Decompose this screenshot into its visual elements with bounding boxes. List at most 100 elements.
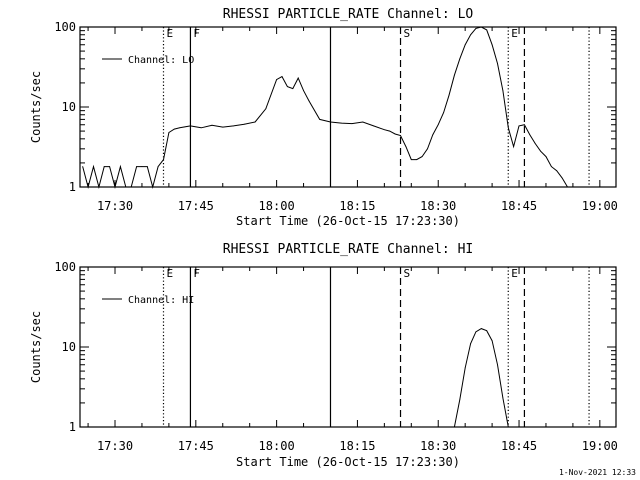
data-point xyxy=(276,79,278,81)
data-point xyxy=(286,86,288,87)
time-marker-label: F xyxy=(193,27,200,40)
data-point xyxy=(475,331,477,333)
y-tick-label: 100 xyxy=(54,20,76,34)
data-point xyxy=(297,77,299,79)
data-point xyxy=(470,34,471,36)
data-point xyxy=(173,128,175,130)
data-point xyxy=(405,146,407,147)
data-point xyxy=(464,367,466,369)
time-marker-label: E xyxy=(511,267,518,280)
panel-lo: RHESSI PARTICLE_RATE Channel: LO E F S E 17:3… xyxy=(29,7,618,228)
data-point xyxy=(502,397,504,399)
time-marker-label: E xyxy=(166,267,173,280)
data-point xyxy=(513,146,515,147)
data-point xyxy=(373,125,374,127)
data-point xyxy=(146,166,148,167)
data-point xyxy=(222,126,224,128)
data-point xyxy=(556,170,558,172)
y-axis-label: Counts/sec xyxy=(29,71,43,143)
data-point xyxy=(163,159,164,161)
data-point xyxy=(190,125,191,127)
data-point xyxy=(82,166,84,167)
data-point xyxy=(233,125,234,127)
data-point xyxy=(410,159,412,161)
data-point xyxy=(453,74,455,76)
time-marker-label: E xyxy=(511,27,518,40)
data-point xyxy=(114,186,116,188)
data-point xyxy=(550,166,552,167)
x-tick-label: 19:00 xyxy=(582,199,618,213)
x-tick-label: 17:30 xyxy=(97,439,133,453)
time-marker-label: S xyxy=(404,27,411,40)
data-point xyxy=(507,127,509,129)
data-point xyxy=(319,118,321,120)
data-point xyxy=(152,186,154,188)
data-point xyxy=(421,156,423,157)
data-point xyxy=(486,29,488,31)
data-point xyxy=(281,76,283,77)
time-marker-label: F xyxy=(193,267,200,280)
chart-title: RHESSI PARTICLE_RATE Channel: HI xyxy=(223,242,473,257)
x-tick-label: 18:30 xyxy=(420,199,456,213)
data-point xyxy=(480,26,482,28)
data-point xyxy=(87,186,89,188)
y-tick-label: 100 xyxy=(54,260,76,274)
data-point xyxy=(136,166,137,167)
data-point xyxy=(497,63,498,64)
data-point xyxy=(529,134,531,136)
data-point xyxy=(432,134,434,136)
y-tick-label: 1 xyxy=(69,420,76,434)
x-tick-label: 18:45 xyxy=(501,439,537,453)
data-point xyxy=(265,108,267,110)
data-point xyxy=(330,121,331,123)
data-point xyxy=(292,88,294,89)
data-point xyxy=(141,166,143,167)
y-tick-label: 10 xyxy=(62,100,76,114)
data-point xyxy=(103,166,105,167)
data-point xyxy=(254,121,256,123)
data-point xyxy=(211,124,213,126)
data-point xyxy=(524,124,525,126)
x-tick-label: 19:00 xyxy=(582,439,618,453)
y-axis-label: Counts/sec xyxy=(29,311,43,383)
x-axis-label: Start Time (26-Oct-15 17:23:30) xyxy=(236,214,460,228)
data-point xyxy=(534,143,536,144)
data-point xyxy=(464,44,466,46)
x-axis-label: Start Time (26-Oct-15 17:23:30) xyxy=(236,455,460,469)
data-point xyxy=(491,340,493,342)
data-point xyxy=(308,100,310,102)
data-point xyxy=(545,156,547,157)
footer-timestamp: 1-Nov-2021 12:33 xyxy=(559,468,636,477)
data-point xyxy=(93,166,94,167)
data-point xyxy=(400,135,401,136)
data-point xyxy=(453,426,455,428)
chart-title: RHESSI PARTICLE_RATE Channel: LO xyxy=(223,7,474,22)
y-tick-label: 1 xyxy=(69,180,76,194)
data-point xyxy=(470,343,471,345)
x-tick-label: 17:45 xyxy=(178,199,214,213)
legend-label: Channel: HI xyxy=(128,295,194,306)
data-point xyxy=(475,28,477,29)
data-point xyxy=(497,364,498,366)
data-point xyxy=(437,124,439,126)
data-point xyxy=(561,177,563,179)
data-point xyxy=(157,166,159,167)
data-point xyxy=(459,58,461,60)
data-point xyxy=(448,94,450,96)
x-tick-label: 17:45 xyxy=(178,439,214,453)
data-point xyxy=(98,186,100,188)
legend-label: Channel: LO xyxy=(128,55,194,66)
data-point xyxy=(179,127,181,129)
time-marker-label: S xyxy=(404,267,411,280)
data-point xyxy=(502,90,504,92)
data-point xyxy=(340,122,342,124)
x-tick-label: 18:45 xyxy=(501,199,537,213)
data-point xyxy=(567,186,568,188)
data-point xyxy=(109,166,111,167)
x-tick-label: 18:00 xyxy=(259,199,295,213)
x-tick-label: 18:00 xyxy=(259,439,295,453)
data-point xyxy=(125,186,127,188)
data-point xyxy=(389,130,391,132)
